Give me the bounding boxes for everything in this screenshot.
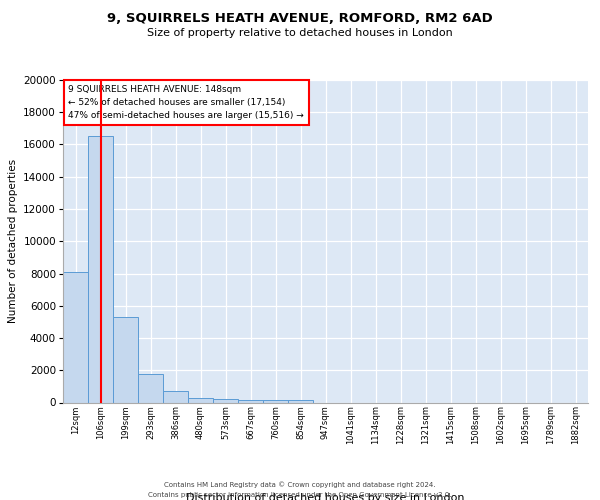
Bar: [238, 400, 263, 402]
Text: Contains HM Land Registry data © Crown copyright and database right 2024.
Contai: Contains HM Land Registry data © Crown c…: [148, 482, 452, 498]
Bar: [63, 272, 88, 402]
Text: Size of property relative to detached houses in London: Size of property relative to detached ho…: [147, 28, 453, 38]
Bar: [113, 317, 138, 402]
Y-axis label: Number of detached properties: Number of detached properties: [8, 159, 18, 324]
Bar: [263, 400, 288, 402]
Bar: [213, 399, 238, 402]
Text: 9 SQUIRRELS HEATH AVENUE: 148sqm
← 52% of detached houses are smaller (17,154)
4: 9 SQUIRRELS HEATH AVENUE: 148sqm ← 52% o…: [68, 85, 304, 120]
Bar: [88, 136, 113, 402]
X-axis label: Distribution of detached houses by size in London: Distribution of detached houses by size …: [186, 493, 465, 500]
Bar: [188, 398, 213, 402]
Bar: [138, 374, 163, 402]
Bar: [288, 400, 313, 402]
Text: 9, SQUIRRELS HEATH AVENUE, ROMFORD, RM2 6AD: 9, SQUIRRELS HEATH AVENUE, ROMFORD, RM2 …: [107, 12, 493, 26]
Bar: [163, 391, 188, 402]
